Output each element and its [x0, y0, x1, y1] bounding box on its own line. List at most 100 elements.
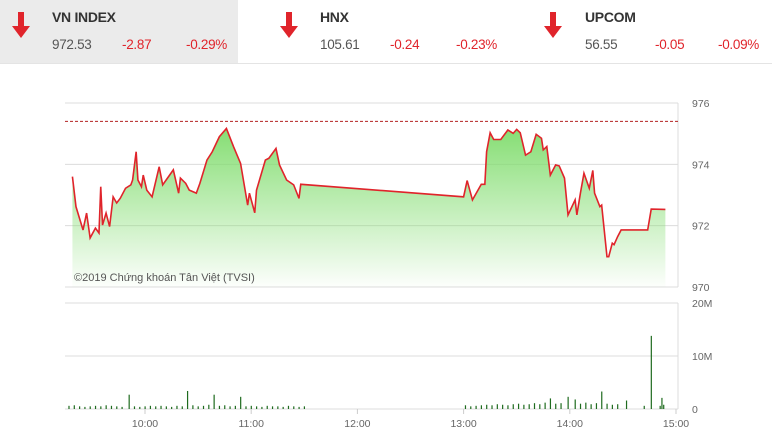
volume-bar: [240, 396, 242, 409]
volume-bar: [470, 406, 472, 409]
volume-bar: [507, 405, 509, 409]
index-name: VN INDEX: [52, 9, 116, 25]
index-value: 972.53: [52, 37, 92, 52]
volume-bar: [544, 402, 546, 409]
volume-bar: [192, 405, 194, 409]
volume-bar: [171, 406, 173, 409]
volume-bar: [105, 405, 107, 409]
volume-bar: [133, 406, 136, 409]
volume-bar: [533, 403, 536, 409]
price-area: [72, 128, 666, 287]
volume-bar: [116, 406, 118, 409]
volume-bar: [661, 397, 663, 409]
volume-bar: [202, 405, 205, 409]
volume-bar: [650, 335, 652, 409]
volume-bar: [282, 406, 284, 409]
volume-bar: [475, 405, 477, 409]
volume-bar: [256, 406, 258, 409]
volume-tick-label: 0: [692, 404, 698, 416]
volume-bar: [567, 396, 569, 409]
index-value: 105.61: [320, 37, 360, 52]
index-percent: -0.29%: [186, 37, 227, 52]
volume-bar: [139, 406, 141, 409]
index-change: -2.87: [122, 37, 152, 52]
index-tab-vnindex[interactable]: VN INDEX 972.53 -2.87 -0.29%: [0, 0, 238, 63]
price-tick-label: 970: [692, 282, 710, 294]
volume-bar: [229, 406, 231, 409]
index-tab-upcom[interactable]: UPCOM 56.55 -0.05 -0.09%: [498, 0, 772, 63]
volume-bar: [121, 406, 123, 409]
volume-bar: [100, 406, 102, 409]
volume-bar: [89, 406, 91, 409]
index-percent: -0.23%: [456, 37, 497, 52]
volume-bar: [79, 406, 81, 409]
index-header: VN INDEX 972.53 -2.87 -0.29% HNX 105.61 …: [0, 0, 772, 64]
volume-bar: [491, 405, 493, 409]
volume-bar: [94, 405, 97, 409]
volume-bar: [617, 404, 619, 409]
watermark: ©2019 Chứng khoán Tân Việt (TVSI): [74, 272, 255, 284]
price-tick-label: 976: [692, 98, 710, 110]
volume-bar: [277, 406, 279, 409]
volume-bar: [523, 404, 525, 409]
volume-bar: [261, 406, 263, 409]
volume-bar: [486, 404, 488, 409]
volume-bar: [197, 406, 199, 409]
index-value: 56.55: [585, 37, 618, 52]
volume-bar: [528, 404, 530, 409]
volume-bar: [595, 403, 598, 409]
index-name: HNX: [320, 9, 349, 25]
volume-bar: [293, 406, 295, 409]
index-name: UPCOM: [585, 9, 636, 25]
volume-bar: [643, 405, 645, 409]
volume-tick-label: 20M: [692, 298, 712, 310]
price-line: [71, 126, 666, 258]
volume-bar: [218, 405, 221, 409]
time-tick-label: 13:00: [450, 418, 476, 430]
volume-bar: [110, 405, 113, 409]
volume-bar: [181, 406, 183, 409]
volume-bar: [266, 405, 268, 409]
volume-bar: [128, 394, 130, 409]
time-tick-label: 12:00: [344, 418, 370, 430]
volume-bar: [208, 404, 210, 409]
volume-bar: [224, 405, 226, 409]
volume-bar: [271, 406, 274, 409]
volume-bar: [606, 403, 608, 409]
volume-bar: [84, 406, 86, 409]
volume-bar: [659, 405, 661, 409]
volume-bar: [555, 403, 557, 409]
volume-bar: [560, 403, 562, 409]
volume-bar: [149, 405, 152, 409]
price-tick-label: 974: [692, 159, 710, 171]
volume-bar: [496, 404, 498, 409]
index-percent: -0.09%: [718, 37, 759, 52]
volume-bar: [245, 406, 247, 409]
volume-bar: [611, 404, 613, 409]
volume-bar: [502, 404, 504, 409]
volume-bar: [68, 405, 70, 409]
index-change: -0.24: [390, 37, 420, 52]
volume-bar: [186, 390, 189, 409]
volume-bar: [601, 391, 603, 409]
arrow-down-icon: [544, 12, 562, 38]
volume-bar: [144, 406, 146, 409]
time-tick-label: 10:00: [132, 418, 158, 430]
volume-bar: [585, 402, 587, 409]
index-tab-hnx[interactable]: HNX 105.61 -0.24 -0.23%: [238, 0, 498, 63]
arrow-down-icon: [12, 12, 30, 38]
volume-bar: [160, 405, 162, 409]
volume-bar: [549, 398, 552, 409]
volume-bar: [165, 406, 167, 409]
volume-bar: [464, 405, 467, 409]
volume-bar: [579, 403, 582, 409]
price-tick-label: 972: [692, 221, 710, 233]
volume-bar: [625, 400, 628, 409]
volume-bar: [574, 399, 576, 409]
volume-bar: [539, 404, 541, 409]
arrow-down-icon: [280, 12, 298, 38]
volume-bar: [590, 404, 592, 409]
volume-bar: [480, 405, 482, 409]
volume-bar: [303, 406, 305, 409]
